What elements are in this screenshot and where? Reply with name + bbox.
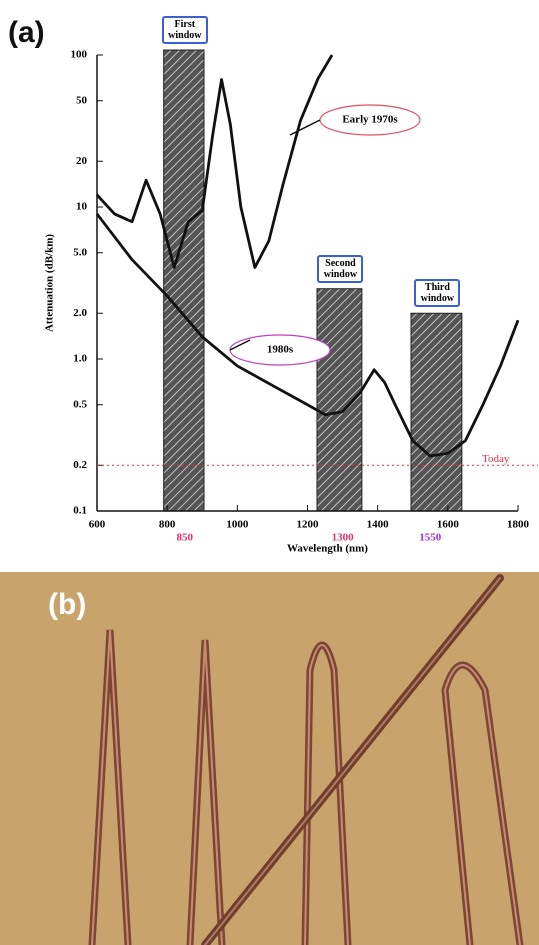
y-tick-label: 50 <box>76 94 88 106</box>
window-label: First window <box>161 16 208 44</box>
series-name: Early 1970s <box>342 114 398 126</box>
y-tick-label: 100 <box>71 49 88 61</box>
y-tick-label: 20 <box>76 155 88 167</box>
y-tick-label: 0.1 <box>73 505 87 517</box>
x-tick-label: 1400 <box>367 519 390 531</box>
series-line <box>95 54 334 269</box>
x-tick-label: 800 <box>159 519 176 531</box>
today-label: Today <box>482 453 510 465</box>
series-name: 1980s <box>267 344 294 356</box>
y-tick-label: 2.0 <box>73 307 87 319</box>
y-tick-label: 5.0 <box>73 246 87 258</box>
window-marker: 850 <box>176 532 193 544</box>
y-tick-label: 0.5 <box>73 398 87 410</box>
y-tick-label: 10 <box>76 201 88 213</box>
window-marker: 1550 <box>419 532 442 544</box>
window-band <box>163 49 205 512</box>
series-line <box>95 213 520 458</box>
x-tick-label: 1200 <box>297 519 320 531</box>
x-tick-label: 1600 <box>437 519 460 531</box>
y-tick-label: 1.0 <box>73 353 87 365</box>
y-tick-label: 0.2 <box>73 459 87 471</box>
fibers <box>88 574 524 945</box>
panel-label: (b) <box>48 588 87 621</box>
panel-label: (a) <box>8 16 45 49</box>
x-tick-label: 1800 <box>507 519 530 531</box>
y-axis-label: Attenuation (dB/km) <box>44 234 56 332</box>
callout-pointer <box>289 119 321 136</box>
x-axis-label: Wavelength (nm) <box>287 543 368 555</box>
window-label: Third window <box>414 279 461 308</box>
window-band <box>410 312 463 512</box>
x-tick-label: 1000 <box>226 519 249 531</box>
callout-pointer <box>229 339 251 351</box>
window-label: Second window <box>317 254 364 283</box>
window-marker: 1300 <box>332 532 355 544</box>
x-tick-label: 600 <box>89 519 106 531</box>
